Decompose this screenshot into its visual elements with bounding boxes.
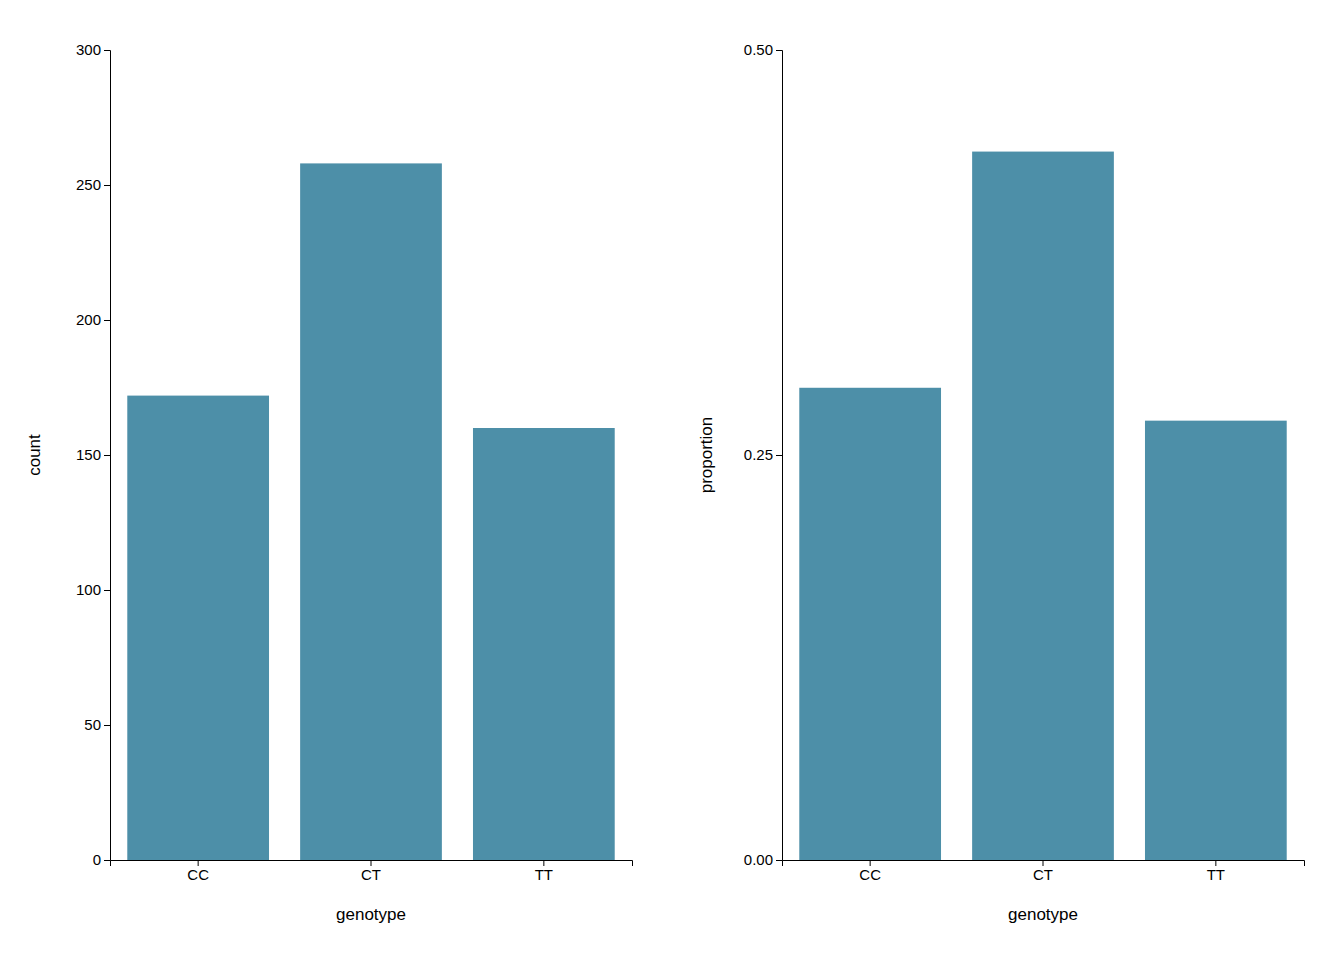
tick: 0	[93, 851, 110, 868]
bar	[300, 163, 442, 860]
tick-label: CC	[859, 866, 881, 883]
panel: 0 50 100 150 200 250 300 CC CT TT genotype count	[25, 41, 633, 924]
tick-mark	[104, 185, 110, 186]
plot-area	[127, 163, 614, 860]
tick: TT	[535, 860, 553, 883]
x-axis-title: genotype	[1008, 905, 1078, 924]
tick-mark	[104, 320, 110, 321]
tick-label: 200	[76, 311, 101, 328]
y-axis-title: proportion	[697, 417, 716, 494]
tick-mark	[776, 860, 782, 861]
tick-mark	[104, 50, 110, 51]
tick: 0.00	[744, 851, 782, 868]
bar	[473, 428, 615, 860]
panel: 0.00 0.25 0.50 CC CT TT genotype proportion	[697, 41, 1305, 924]
tick: TT	[1207, 860, 1225, 883]
tick-label: 100	[76, 581, 101, 598]
tick: 200	[76, 311, 110, 328]
tick: CC	[859, 860, 881, 883]
tick: CT	[1033, 860, 1053, 883]
axis-line	[104, 51, 111, 861]
tick-label: 0.25	[744, 446, 773, 463]
tick-label: CC	[187, 866, 209, 883]
tick: 300	[76, 41, 110, 58]
tick-mark	[104, 860, 110, 861]
tick-label: 0.50	[744, 41, 773, 58]
tick-label: 0	[93, 851, 101, 868]
tick-mark	[776, 50, 782, 51]
tick-mark	[104, 455, 110, 456]
bar	[127, 396, 269, 860]
tick: 150	[76, 446, 110, 463]
x-axis: CC CT TT	[783, 860, 1305, 883]
tick-label: CT	[361, 866, 381, 883]
tick-label: 250	[76, 176, 101, 193]
bar	[799, 388, 941, 860]
bar	[1145, 421, 1287, 860]
tick: CT	[361, 860, 381, 883]
tick: CC	[187, 860, 209, 883]
x-axis-title: genotype	[336, 905, 406, 924]
tick-label: TT	[1207, 866, 1225, 883]
tick-label: 0.00	[744, 851, 773, 868]
tick-label: CT	[1033, 866, 1053, 883]
tick: 250	[76, 176, 110, 193]
tick-label: 300	[76, 41, 101, 58]
x-axis: CC CT TT	[111, 860, 633, 883]
tick-label: TT	[535, 866, 553, 883]
tick: 50	[84, 716, 110, 733]
axis-line	[776, 51, 783, 861]
tick-label: 150	[76, 446, 101, 463]
y-axis: 0 50 100 150 200 250 300	[76, 41, 111, 868]
bar	[972, 152, 1114, 860]
tick: 100	[76, 581, 110, 598]
y-axis-title: count	[25, 434, 44, 476]
plot-area	[799, 152, 1286, 860]
tick: 0.50	[744, 41, 782, 58]
figure: 0 50 100 150 200 250 300 CC CT TT genotype count 0.0…	[0, 0, 1344, 960]
tick: 0.25	[744, 446, 782, 463]
tick-mark	[776, 455, 782, 456]
y-axis: 0.00 0.25 0.50	[744, 41, 783, 868]
tick-label: 50	[84, 716, 101, 733]
tick-mark	[104, 590, 110, 591]
tick-mark	[104, 725, 110, 726]
